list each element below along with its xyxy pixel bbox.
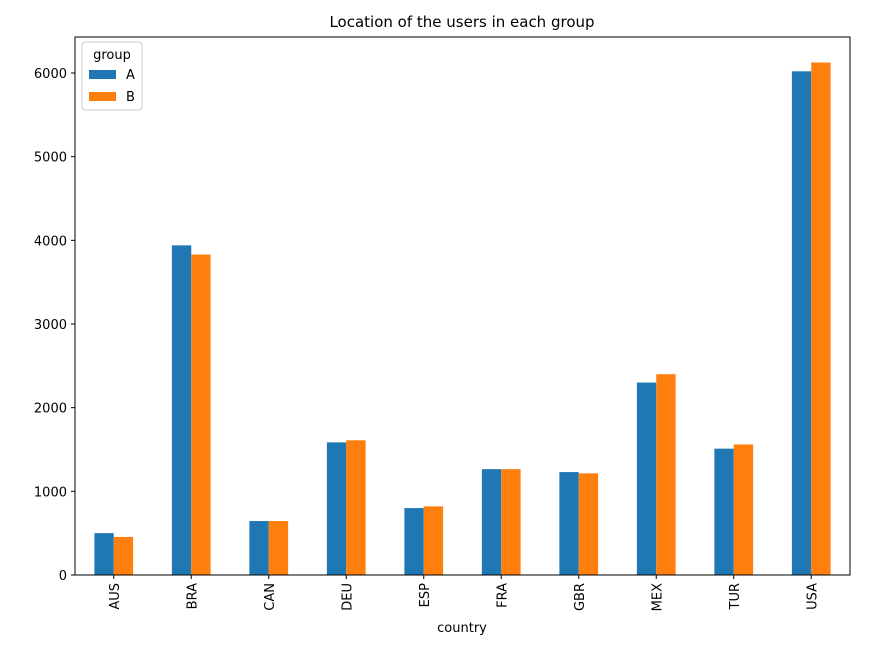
x-tick-label-can: CAN [263, 583, 278, 611]
bar-tur-a [714, 448, 734, 575]
bar-bra-a [171, 245, 192, 575]
y-tick-label: 1000 [34, 485, 67, 500]
bar-mex-a [636, 382, 657, 575]
y-tick-label: 3000 [34, 318, 67, 333]
x-tick-label-gbr: GBR [573, 583, 588, 611]
legend: group A B [81, 41, 143, 111]
y-tick-label: 2000 [34, 402, 67, 417]
x-tick-label-aus: AUS [108, 583, 123, 610]
y-tick-label: 0 [59, 569, 67, 584]
y-tick-label: 6000 [34, 67, 67, 82]
axes-frame [74, 36, 851, 576]
y-tick-label: 4000 [34, 234, 67, 249]
bar-esp-b [423, 506, 444, 575]
x-axis-label: country [437, 621, 487, 636]
legend-swatch-a [89, 70, 116, 79]
bar-mex-b [656, 374, 676, 575]
bar-deu-a [326, 442, 347, 575]
x-tick-label-bra: BRA [185, 583, 200, 609]
legend-label-a: A [126, 68, 135, 83]
bar-bra-b [191, 254, 211, 575]
bar-aus-a [94, 533, 114, 575]
bar-fra-b [501, 469, 521, 575]
chart-title: Location of the users in each group [329, 13, 594, 31]
y-tick-label: 5000 [34, 151, 67, 166]
x-tick-label-esp: ESP [418, 583, 433, 607]
bar-fra-a [481, 469, 502, 575]
legend-label-b: B [126, 90, 135, 105]
bar-aus-b [113, 536, 134, 575]
x-tick-label-fra: FRA [495, 583, 510, 608]
plot-area: 0 1000 2000 3000 4000 5000 6000 AUS BRA CAN DEU ESP… [34, 62, 831, 611]
x-tick-label-usa: USA [805, 583, 820, 610]
bar-gbr-b [578, 473, 599, 575]
bar-gbr-a [559, 472, 579, 575]
legend-title: group [93, 48, 131, 63]
x-tick-label-deu: DEU [340, 583, 355, 611]
bar-can-a [249, 521, 269, 575]
x-tick-label-mex: MEX [650, 583, 665, 611]
bar-usa-a [791, 71, 812, 576]
bar-usa-b [811, 62, 831, 576]
bar-deu-b [346, 440, 366, 575]
bar-tur-b [733, 444, 754, 575]
bar-can-b [268, 521, 289, 575]
legend-swatch-b [89, 92, 116, 101]
x-tick-label-tur: TUR [728, 583, 743, 611]
bar-esp-a [404, 508, 424, 575]
